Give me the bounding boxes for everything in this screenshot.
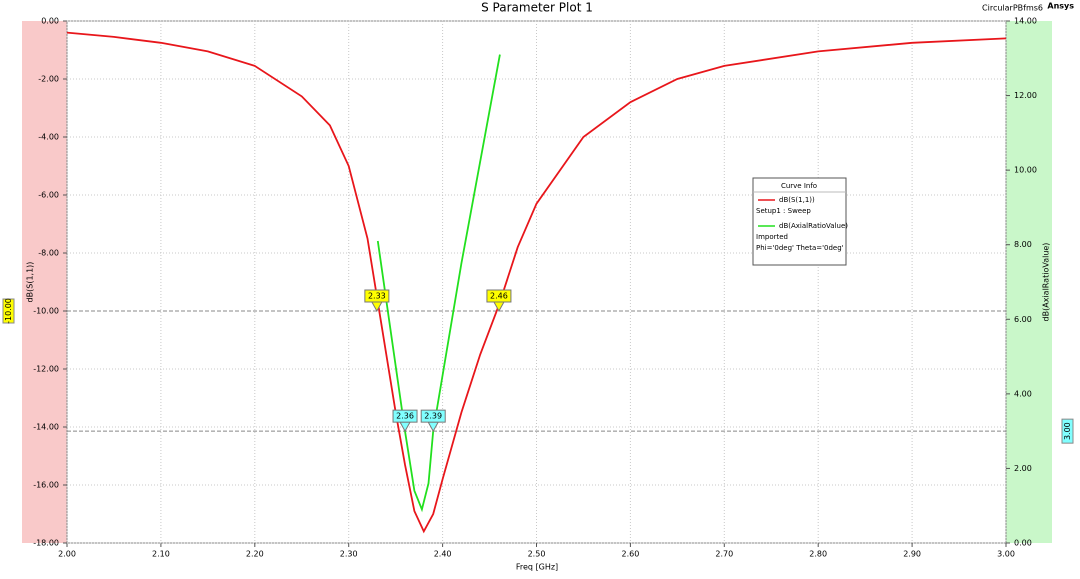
x-tick-label: 2.80 <box>809 550 827 559</box>
reference-label: -10.00 <box>4 298 13 324</box>
brand: Ansys <box>1047 2 1074 11</box>
marker-box <box>364 289 390 303</box>
legend: Curve Info dB(S(1,1)) Setup1 : Sweep dB(Ax… <box>752 177 848 266</box>
y2-tick-label: 14.00 <box>1014 17 1037 26</box>
curve <box>66 31 1007 534</box>
x-tick-label: 2.90 <box>903 550 921 559</box>
x-tick-label: 2.70 <box>715 550 733 559</box>
x-axis-label: Freq [GHz] <box>516 563 558 572</box>
y-tick-label: -12.00 <box>33 365 59 374</box>
legend-note: Phi='0deg' Theta='0deg' <box>756 244 844 252</box>
y2-axis-label: dB(AxialRatioValue) <box>1042 243 1051 322</box>
marker-box <box>486 289 512 303</box>
marker-box <box>392 409 418 423</box>
y-tick-label: -6.00 <box>38 191 59 200</box>
reference-label-box <box>1061 418 1074 444</box>
y-tick-label: 0.00 <box>41 17 59 26</box>
x-tick-label: 2.60 <box>621 550 639 559</box>
y2-tick-label: 12.00 <box>1014 91 1037 100</box>
reference-label: 3.00 <box>1063 422 1072 440</box>
y2-tick-label: 10.00 <box>1014 166 1037 175</box>
x-tick-label: 3.00 <box>997 550 1015 559</box>
right-axis-band <box>1006 21 1052 543</box>
marker-label: 2.36 <box>396 412 414 421</box>
legend-note: Imported <box>756 233 788 241</box>
marker-box <box>420 409 446 423</box>
legend-label: dB(S(1,1)) <box>779 196 815 204</box>
x-tick-label: 2.30 <box>340 550 358 559</box>
marker-label: 2.33 <box>368 292 386 301</box>
y-tick-label: -8.00 <box>38 249 59 258</box>
x-tick-label: 2.00 <box>58 550 76 559</box>
y2-tick-label: 2.00 <box>1014 464 1032 473</box>
marker-label: 2.46 <box>490 292 508 301</box>
marker-label: 2.39 <box>424 412 442 421</box>
y-tick-label: -10.00 <box>33 307 59 316</box>
legend-title: Curve Info <box>781 182 817 190</box>
grid <box>63 20 1010 547</box>
y-tick-label: -4.00 <box>38 133 59 142</box>
project-name: CircularPBfms6 <box>982 4 1043 13</box>
x-tick-label: 2.20 <box>246 550 264 559</box>
y-tick-label: -2.00 <box>38 75 59 84</box>
y-axis-label: dB(S(1,1)) <box>26 262 35 303</box>
y-tick-label: -18.00 <box>33 539 59 548</box>
reference-label-box <box>2 298 15 324</box>
y2-tick-label: 8.00 <box>1014 240 1032 249</box>
y-tick-label: -16.00 <box>33 481 59 490</box>
y2-tick-label: 6.00 <box>1014 315 1032 324</box>
chart-title: S Parameter Plot 1 <box>481 1 593 15</box>
y2-tick-label: 0.00 <box>1014 539 1032 548</box>
legend-note: Setup1 : Sweep <box>756 207 811 215</box>
x-tick-label: 2.50 <box>528 550 546 559</box>
y2-tick-label: 4.00 <box>1014 389 1032 398</box>
x-tick-label: 2.10 <box>152 550 170 559</box>
curves <box>66 31 1007 534</box>
y-tick-label: -14.00 <box>33 423 59 432</box>
legend-label: dB(AxialRatioValue) <box>779 222 848 230</box>
x-tick-label: 2.40 <box>434 550 452 559</box>
curve <box>376 54 501 513</box>
left-axis-band <box>22 21 67 543</box>
